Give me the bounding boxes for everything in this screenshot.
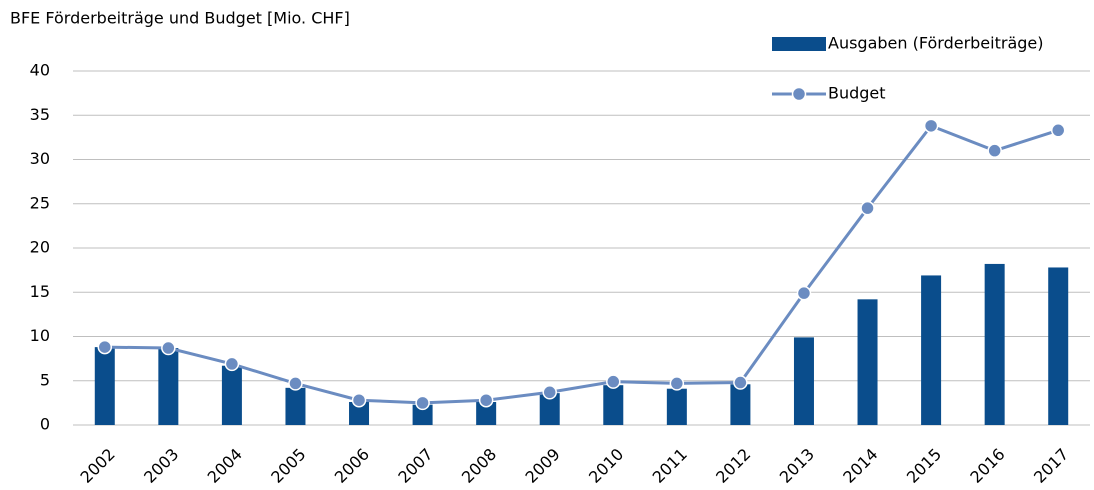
line-marker	[161, 340, 176, 356]
y-tick-label: 10	[30, 326, 50, 345]
bar	[984, 263, 1005, 425]
x-tick-label: 2002	[77, 445, 119, 487]
bar	[285, 387, 306, 425]
bar	[539, 393, 560, 425]
x-tick-label: 2004	[204, 445, 246, 487]
y-tick-label: 5	[40, 370, 50, 389]
line-marker	[351, 392, 367, 408]
line-marker	[97, 339, 113, 355]
bar	[349, 401, 370, 425]
bar	[921, 275, 942, 425]
y-tick-label: 0	[40, 415, 50, 434]
line-marker	[224, 356, 240, 372]
line-marker	[987, 143, 1002, 158]
bar	[857, 299, 878, 425]
bar	[603, 385, 624, 425]
bar	[666, 388, 687, 425]
bar	[793, 337, 814, 425]
line-marker	[923, 118, 939, 134]
x-tick-label: 2013	[776, 445, 818, 487]
y-tick-label: 40	[30, 61, 50, 80]
x-tick-label: 2017	[1030, 445, 1072, 487]
y-tick-label: 35	[30, 105, 50, 124]
legend-swatch	[772, 37, 826, 51]
legend-marker	[791, 86, 807, 102]
x-tick-label: 2014	[839, 445, 881, 487]
line-marker	[733, 375, 748, 390]
y-tick-label: 15	[30, 282, 50, 301]
bar	[94, 347, 115, 425]
x-tick-label: 2007	[394, 445, 436, 487]
line-marker	[478, 392, 494, 408]
y-tick-label: 30	[30, 149, 50, 168]
legend-label: Budget	[828, 84, 886, 103]
x-tick-label: 2011	[649, 445, 691, 487]
chart-title: BFE Förderbeiträge und Budget [Mio. CHF]	[10, 9, 350, 28]
bar	[412, 404, 433, 425]
x-tick-label: 2009	[522, 445, 564, 487]
line-marker	[860, 200, 875, 216]
legend-label: Ausgaben (Förderbeiträge)	[828, 34, 1044, 53]
line-marker	[1050, 123, 1066, 138]
x-tick-label: 2008	[458, 445, 500, 487]
x-tick-label: 2016	[966, 445, 1008, 487]
line	[104, 124, 1059, 405]
x-tick-label: 2005	[267, 445, 309, 487]
bar	[730, 384, 751, 425]
bar	[221, 365, 242, 425]
y-tick-label: 25	[30, 193, 50, 212]
line-marker	[542, 385, 557, 400]
line-marker	[288, 376, 303, 391]
x-tick-label: 2006	[331, 445, 373, 487]
y-tick-label: 20	[30, 238, 50, 257]
line-marker	[606, 374, 621, 389]
line-marker	[415, 395, 430, 411]
line-marker	[796, 285, 812, 301]
bar	[1048, 267, 1069, 425]
x-tick-label: 2015	[903, 445, 945, 487]
x-tick-label: 2010	[585, 445, 627, 487]
line-marker	[669, 376, 685, 391]
bar	[158, 348, 179, 425]
x-tick-label: 2003	[140, 445, 182, 487]
x-tick-label: 2012	[712, 445, 754, 487]
bar	[476, 401, 497, 425]
